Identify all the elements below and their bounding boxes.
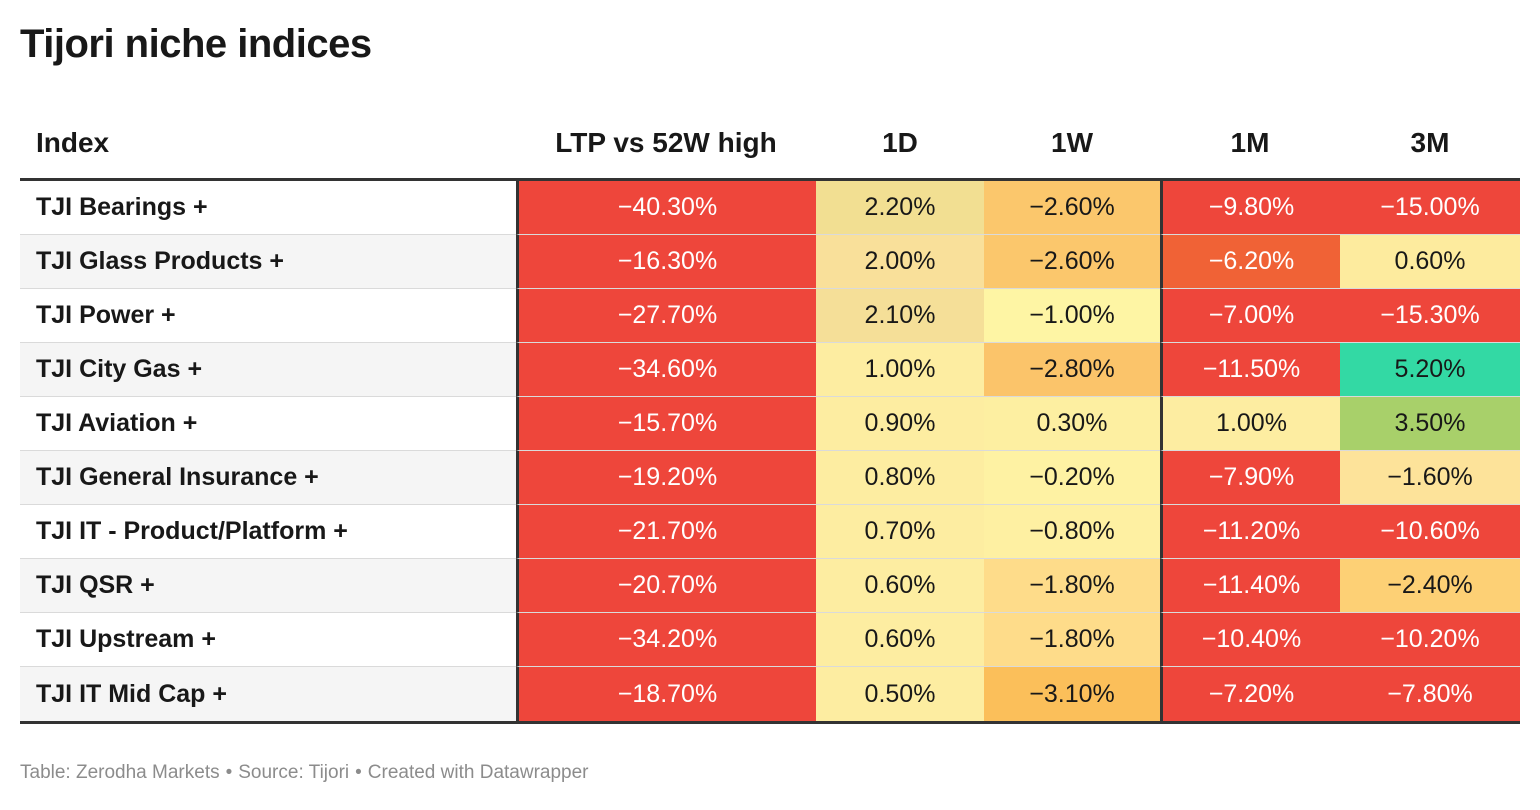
value-cell-ltp-vs-52w-high: −27.70% [516,289,816,343]
value-cell-1d: 0.60% [816,613,984,667]
index-name-cell: TJI QSR + [20,559,516,613]
value-cell-1d: 2.00% [816,235,984,289]
value-cell-3m: −10.60% [1340,505,1520,559]
column-header-3m[interactable]: 3M [1410,127,1450,158]
footer-separator: • [225,762,233,783]
table-row: TJI Bearings + −40.30% 2.20% −2.60% −9.80% −1… [20,181,1520,235]
value-cell-1d: 2.20% [816,181,984,235]
value-cell-ltp-vs-52w-high: −40.30% [516,181,816,235]
value-cell-3m: −15.00% [1340,181,1520,235]
value-cell-1w: −2.60% [984,235,1160,289]
column-header-1d[interactable]: 1D [882,127,918,158]
table-header: Index LTP vs 52W high 1D 1W 1M 3M [20,108,1520,181]
value-cell-3m: 0.60% [1340,235,1520,289]
footer-separator: • [355,762,362,783]
value-cell-1d: 0.60% [816,559,984,613]
value-cell-1d: 0.90% [816,397,984,451]
column-header-index[interactable]: Index [36,127,110,158]
value-cell-3m: −10.20% [1340,613,1520,667]
value-cell-1m: −10.40% [1160,613,1340,667]
value-cell-3m: −2.40% [1340,559,1520,613]
table-row: TJI Glass Products + −16.30% 2.00% −2.60% −6… [20,235,1520,289]
value-cell-1m: −11.40% [1160,559,1340,613]
value-cell-3m: −7.80% [1340,667,1520,721]
footer-credits: Table: Zerodha Markets • Source: Tijori • Cr… [20,762,589,784]
indices-table: Index LTP vs 52W high 1D 1W 1M 3M TJI Be… [20,108,1520,724]
index-name-cell: TJI IT - Product/Platform + [20,505,516,559]
table-row: TJI QSR + −20.70% 0.60% −1.80% −11.40% −2.40% [20,559,1520,613]
footer-datawrapper-credit: Created with Datawrapper [367,762,589,783]
value-cell-1m: −7.90% [1160,451,1340,505]
value-cell-1w: −0.80% [984,505,1160,559]
value-cell-ltp-vs-52w-high: −18.70% [516,667,816,721]
value-cell-ltp-vs-52w-high: −20.70% [516,559,816,613]
table-row: TJI Upstream + −34.20% 0.60% −1.80% −10.40% −… [20,613,1520,667]
value-cell-3m: 3.50% [1340,397,1520,451]
value-cell-1m: 1.00% [1160,397,1340,451]
table-row: TJI City Gas + −34.60% 1.00% −2.80% −11.50% 5… [20,343,1520,397]
value-cell-1w: −3.10% [984,667,1160,721]
value-cell-3m: 5.20% [1340,343,1520,397]
table-row: TJI IT Mid Cap + −18.70% 0.50% −3.10% −7.20%… [20,667,1520,721]
value-cell-ltp-vs-52w-high: −34.60% [516,343,816,397]
table-row: TJI General Insurance + −19.20% 0.80% −0.20… [20,451,1520,505]
value-cell-1d: 0.80% [816,451,984,505]
table-row: TJI IT - Product/Platform + −21.70% 0.70% −… [20,505,1520,559]
value-cell-1m: −6.20% [1160,235,1340,289]
index-name-cell: TJI Power + [20,289,516,343]
value-cell-ltp-vs-52w-high: −34.20% [516,613,816,667]
index-name-cell: TJI IT Mid Cap + [20,667,516,721]
index-name-cell: TJI Upstream + [20,613,516,667]
footer-source-credit: Source: Tijori [238,762,350,783]
value-cell-3m: −15.30% [1340,289,1520,343]
value-cell-1w: −1.00% [984,289,1160,343]
footer-table-credit: Table: Zerodha Markets [20,762,220,783]
value-cell-1m: −11.20% [1160,505,1340,559]
value-cell-ltp-vs-52w-high: −16.30% [516,235,816,289]
table-row: TJI Aviation + −15.70% 0.90% 0.30% 1.00% 3.50… [20,397,1520,451]
value-cell-1d: 1.00% [816,343,984,397]
index-name-cell: TJI Bearings + [20,181,516,235]
value-cell-1d: 0.50% [816,667,984,721]
value-cell-1w: −1.80% [984,559,1160,613]
column-header-1m[interactable]: 1M [1230,127,1270,158]
column-header-ltp-vs-52w-high[interactable]: LTP vs 52W high [555,127,777,158]
value-cell-1w: −0.20% [984,451,1160,505]
value-cell-ltp-vs-52w-high: −15.70% [516,397,816,451]
index-name-cell: TJI Aviation + [20,397,516,451]
page-title: Tijori niche indices [20,22,372,66]
value-cell-1d: 2.10% [816,289,984,343]
index-name-cell: TJI General Insurance + [20,451,516,505]
table-row: TJI Power + −27.70% 2.10% −1.00% −7.00% −15.3… [20,289,1520,343]
value-cell-3m: −1.60% [1340,451,1520,505]
index-name-cell: TJI Glass Products + [20,235,516,289]
value-cell-1w: 0.30% [984,397,1160,451]
value-cell-1m: −7.20% [1160,667,1340,721]
value-cell-1d: 0.70% [816,505,984,559]
value-cell-1m: −9.80% [1160,181,1340,235]
value-cell-ltp-vs-52w-high: −21.70% [516,505,816,559]
column-header-1w[interactable]: 1W [1051,127,1093,158]
value-cell-1w: −2.60% [984,181,1160,235]
index-name-cell: TJI City Gas + [20,343,516,397]
value-cell-1m: −7.00% [1160,289,1340,343]
value-cell-1m: −11.50% [1160,343,1340,397]
value-cell-1w: −2.80% [984,343,1160,397]
value-cell-1w: −1.80% [984,613,1160,667]
table-body: TJI Bearings + −40.30% 2.20% −2.60% −9.80% −1… [20,181,1520,724]
value-cell-ltp-vs-52w-high: −19.20% [516,451,816,505]
